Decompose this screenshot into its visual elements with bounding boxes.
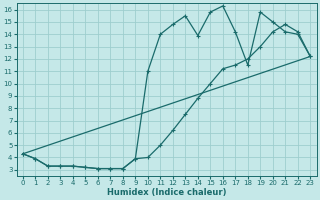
- X-axis label: Humidex (Indice chaleur): Humidex (Indice chaleur): [107, 188, 226, 197]
